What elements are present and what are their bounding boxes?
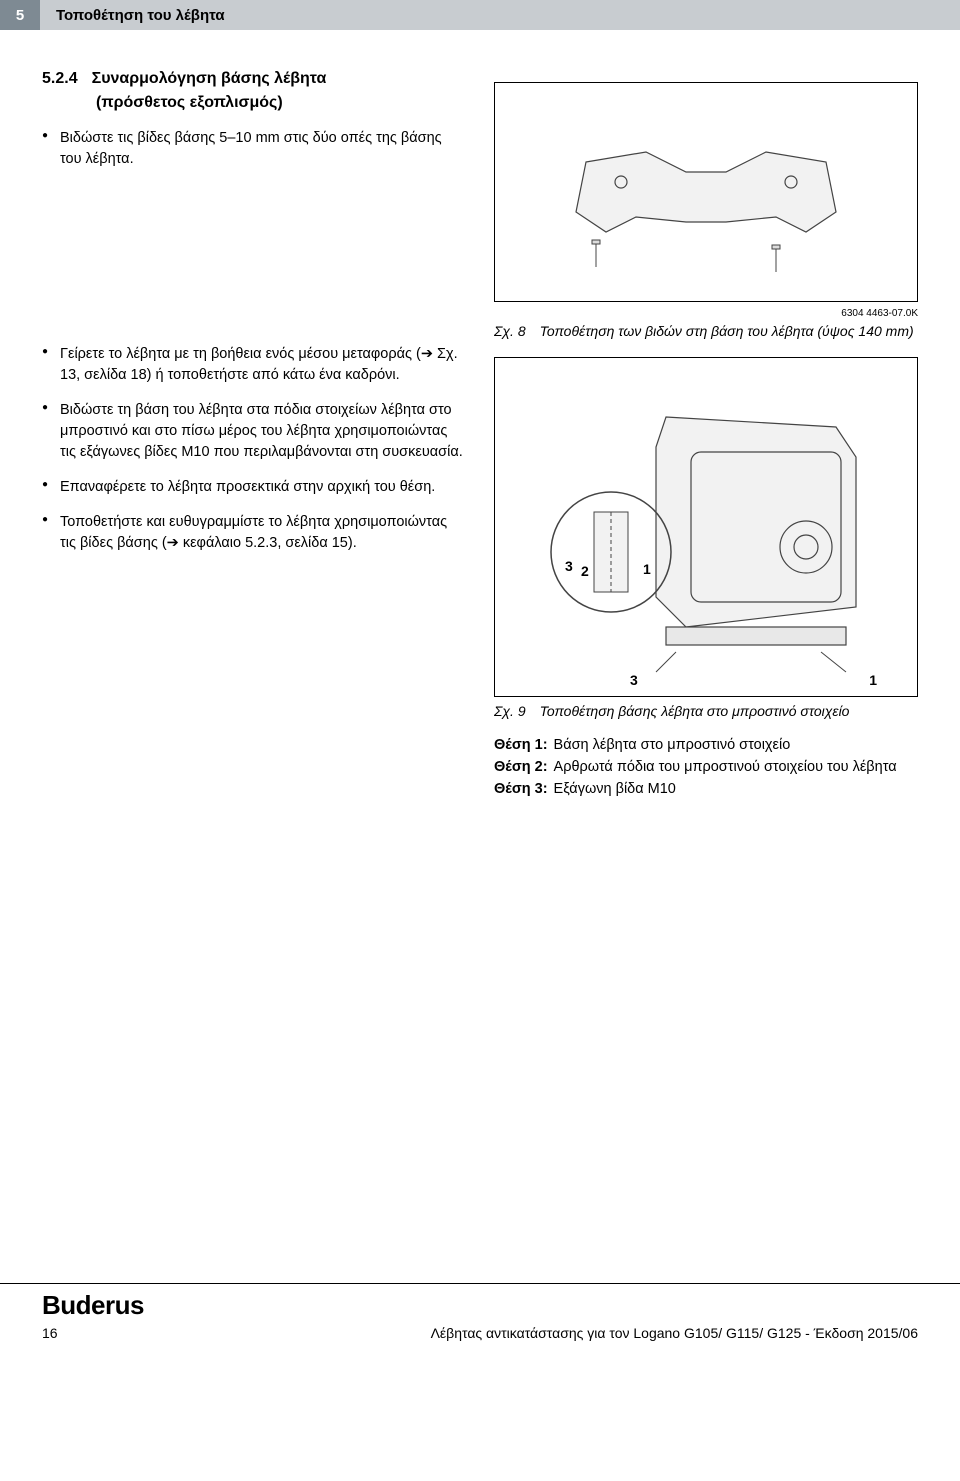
figure-8-caption: Σχ. 8 Τοποθέτηση των βιδών στη βάση του …	[494, 323, 918, 339]
figure-8-code: 6304 4463-07.0K	[494, 308, 918, 319]
bullet-item: Βιδώστε τη βάση του λέβητα στα πόδια στο…	[42, 400, 466, 463]
left-column: 5.2.4 Συναρμολόγηση βάσης λέβητα (πρόσθε…	[42, 48, 466, 803]
position-line: Θέση 3: Εξάγωνη βίδα M10	[494, 781, 918, 797]
bracket-illustration-icon	[526, 102, 886, 282]
callout-number: 3	[565, 558, 573, 574]
page-footer: Buderus 16 Λέβητας αντικατάστασης για το…	[0, 1283, 960, 1351]
figure-label: Σχ. 9	[494, 703, 526, 719]
boiler-illustration-icon	[516, 377, 896, 677]
figure-text: Τοποθέτηση βάσης λέβητα στο μπροστινό στ…	[540, 703, 850, 719]
section-title: Συναρμολόγηση βάσης λέβητα	[92, 70, 327, 88]
figure-text: Τοποθέτηση των βιδών στη βάση του λέβητα…	[540, 323, 914, 339]
section-subtitle: (πρόσθετος εξοπλισμός)	[96, 94, 466, 112]
page-content: 5.2.4 Συναρμολόγηση βάσης λέβητα (πρόσθε…	[0, 48, 960, 803]
bullet-item: Επαναφέρετε το λέβητα προσεκτικά στην αρ…	[42, 477, 466, 498]
page-number: 16	[42, 1325, 144, 1341]
position-label: Θέση 3:	[494, 781, 548, 797]
position-text: Βάση λέβητα στο μπροστινό στοιχείο	[554, 737, 791, 753]
position-label: Θέση 1:	[494, 737, 548, 753]
bullet-list-top: Βιδώστε τις βίδες βάσης 5–10 mm στις δύο…	[42, 128, 466, 170]
bullet-list-mid: Γείρετε το λέβητα με τη βοήθεια ενός μέσ…	[42, 344, 466, 554]
chapter-title: Τοποθέτηση του λέβητα	[40, 0, 960, 30]
footer-doc-title: Λέβητας αντικατάστασης για τον Logano G1…	[431, 1325, 918, 1341]
position-line: Θέση 2: Αρθρωτά πόδια του μπροστινού στο…	[494, 759, 918, 775]
callout-number: 2	[581, 563, 589, 579]
position-text: Εξάγωνη βίδα M10	[554, 781, 676, 797]
position-label: Θέση 2:	[494, 759, 548, 775]
chapter-number: 5	[0, 0, 40, 30]
chapter-header: 5 Τοποθέτηση του λέβητα	[0, 0, 960, 30]
bullet-item: Τοποθετήστε και ευθυγραμμίστε το λέβητα …	[42, 512, 466, 554]
footer-left: Buderus 16	[42, 1290, 144, 1341]
right-column: 6304 4463-07.0K Σχ. 8 Τοποθέτηση των βιδ…	[494, 48, 918, 803]
figure-8-image	[494, 82, 918, 302]
section-heading: 5.2.4 Συναρμολόγηση βάσης λέβητα	[42, 70, 466, 88]
bullet-item: Βιδώστε τις βίδες βάσης 5–10 mm στις δύο…	[42, 128, 466, 170]
callout-number: 1	[643, 561, 651, 577]
figure-9-caption: Σχ. 9 Τοποθέτηση βάσης λέβητα στο μπροστ…	[494, 703, 918, 719]
position-text: Αρθρωτά πόδια του μπροστινού στοιχείου τ…	[554, 759, 897, 775]
figure-label: Σχ. 8	[494, 323, 526, 339]
brand-logo: Buderus	[42, 1290, 144, 1321]
figure-9-image: 3 2 1 3 1	[494, 357, 918, 697]
section-number: 5.2.4	[42, 70, 78, 88]
bullet-item: Γείρετε το λέβητα με τη βοήθεια ενός μέσ…	[42, 344, 466, 386]
callout-number: 3	[630, 672, 638, 688]
position-line: Θέση 1: Βάση λέβητα στο μπροστινό στοιχε…	[494, 737, 918, 753]
callout-number: 1	[869, 672, 877, 688]
